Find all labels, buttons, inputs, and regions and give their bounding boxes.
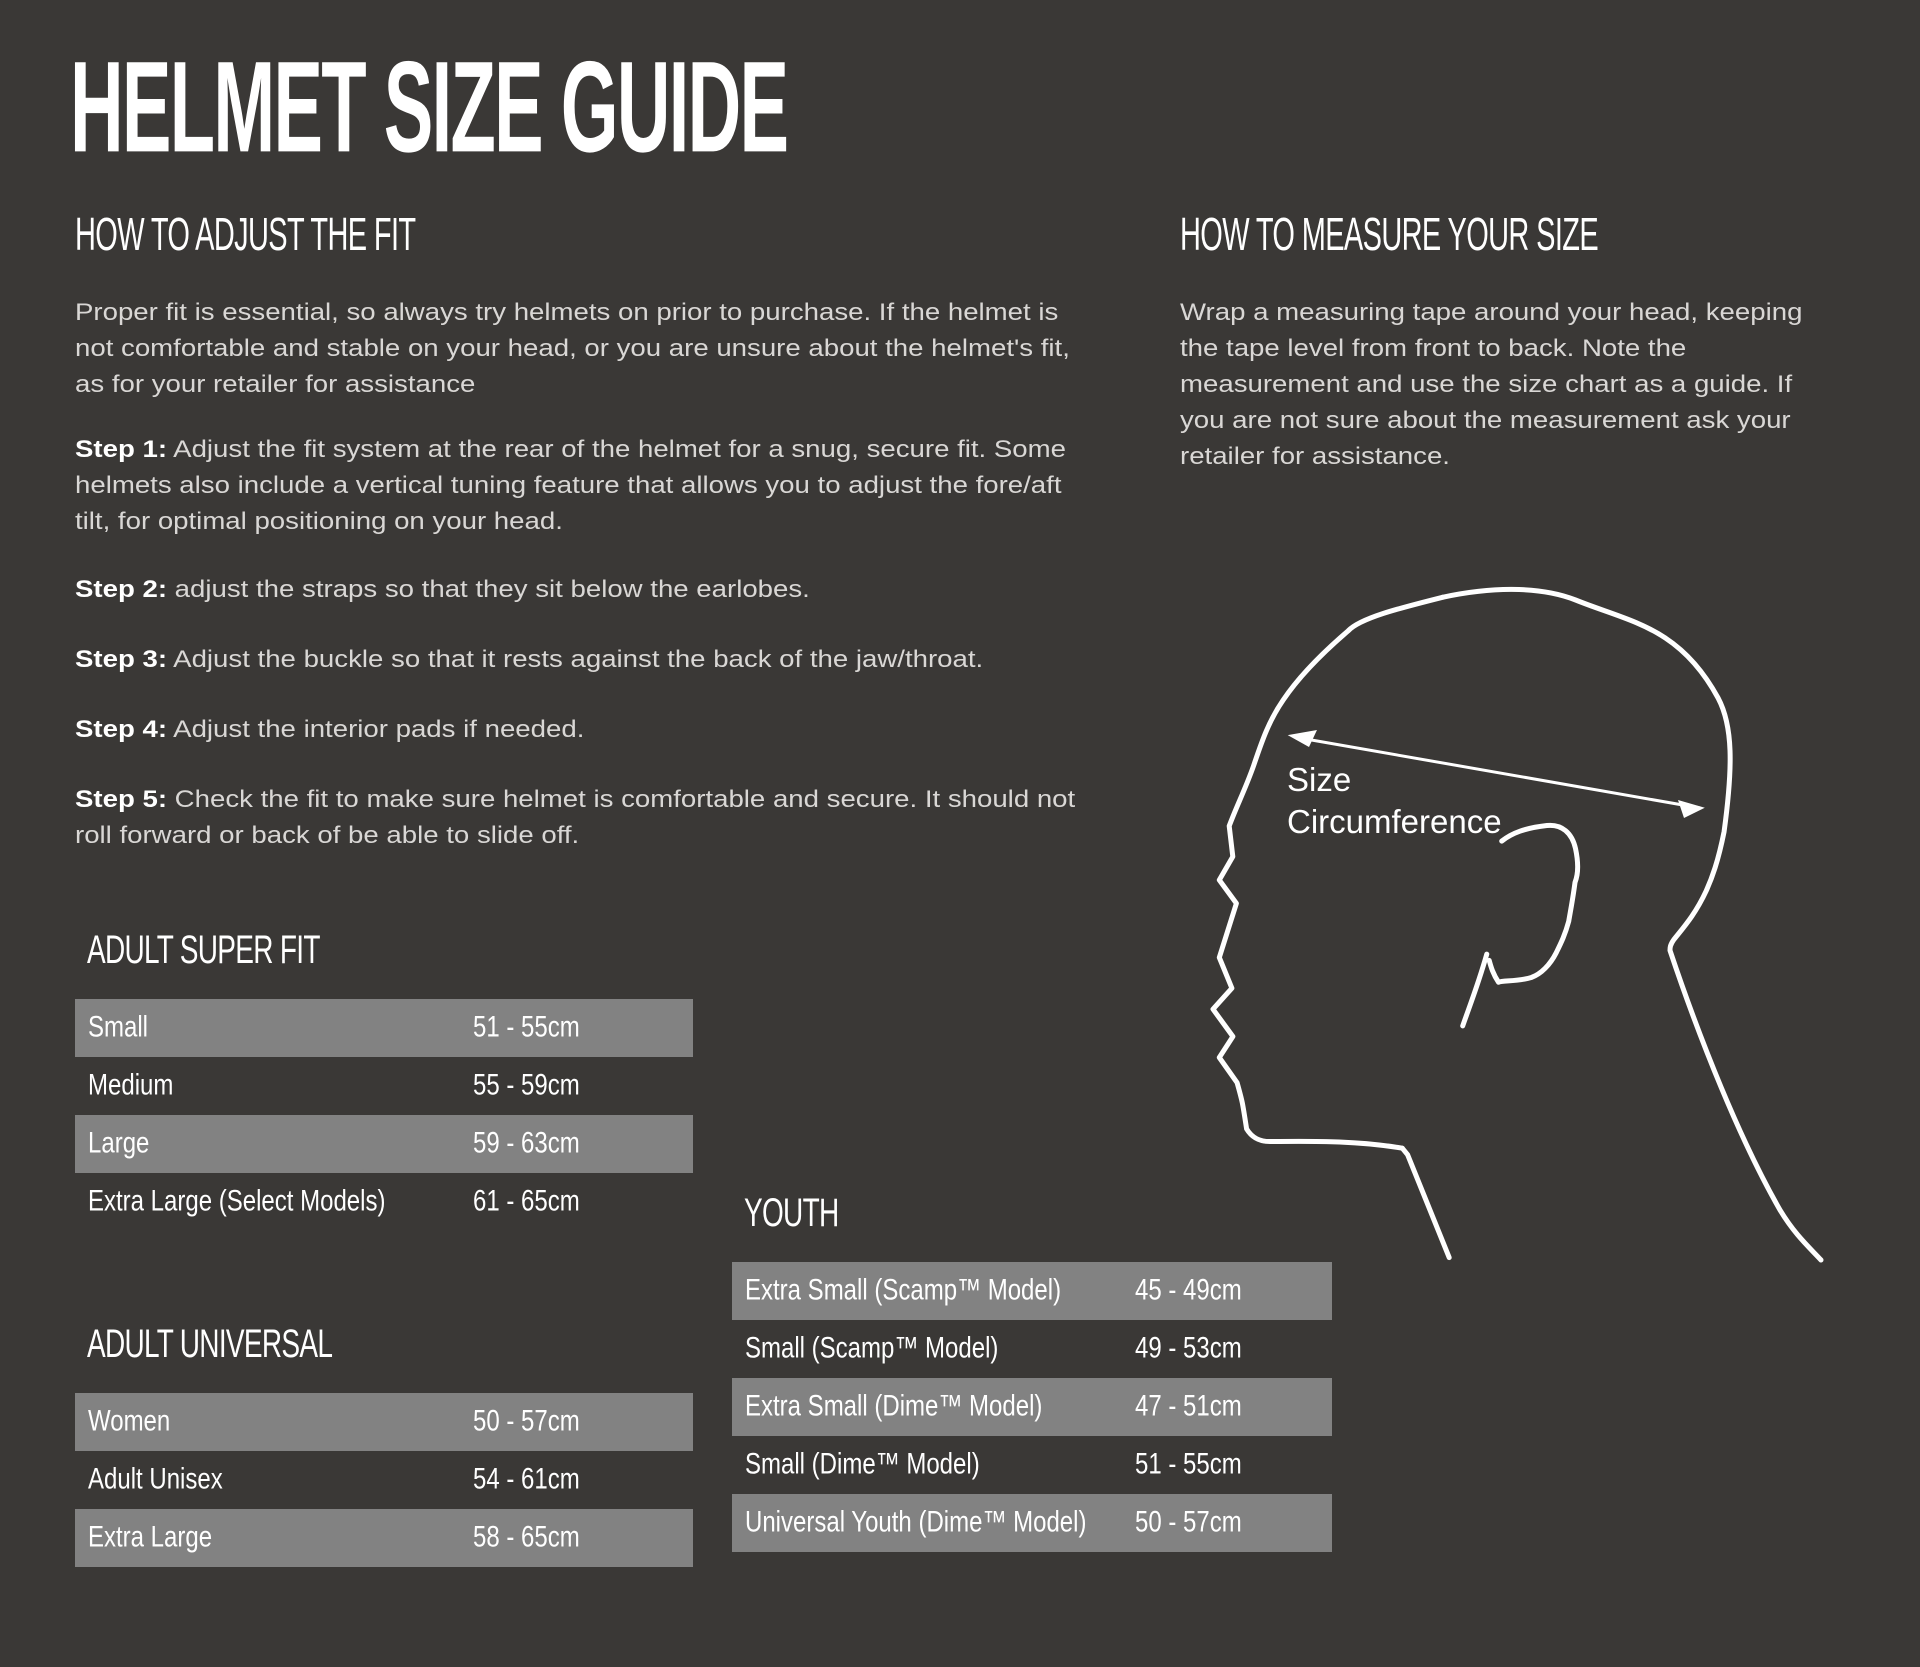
svg-text:Circumference: Circumference bbox=[1287, 803, 1502, 840]
svg-text:Size: Size bbox=[1287, 761, 1351, 798]
